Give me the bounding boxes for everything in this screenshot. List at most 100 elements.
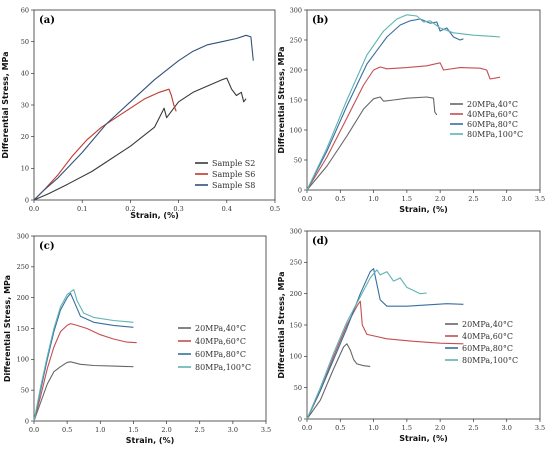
y-tick-label: 50: [294, 384, 302, 392]
y-tick-label: 20: [21, 133, 29, 141]
legend: Sample S2 Sample S6 Sample S8: [195, 159, 255, 190]
y-axis-label: Differential Stress, MPa: [277, 46, 286, 153]
x-tick-label: 1.0: [95, 426, 105, 434]
series-line-1: [33, 323, 137, 422]
x-tick-label: 1.0: [368, 195, 378, 203]
y-tick-label: 100: [290, 353, 302, 361]
x-tick-label: 1.5: [402, 195, 412, 203]
y-tick-label: 200: [290, 66, 302, 74]
x-axis-label: Strain, (%): [126, 436, 175, 445]
y-tick-label: 50: [21, 38, 29, 46]
x-tick-label: 0.5: [62, 426, 72, 434]
series-line-2: [306, 18, 464, 191]
legend-label-1: Sample S6: [212, 170, 255, 179]
x-tick-label: 3.5: [261, 426, 271, 434]
y-tick-label: 50: [21, 386, 29, 394]
legend-label-2: 60MPa,80°C: [462, 344, 513, 353]
panel-label: (b): [312, 15, 328, 26]
legend-label-2: 60MPa,80°C: [195, 350, 246, 359]
y-tick-label: 60: [21, 6, 29, 14]
chart-panel-3: 0.0 0.5 1.0 1.5 2.0 2.5 3.0 3.5 0 50 100 150 200 250 3…: [277, 227, 545, 443]
legend-label-0: 20MPa,40°C: [195, 324, 246, 333]
x-tick-label: 0.0: [302, 424, 312, 432]
y-tick-label: 10: [21, 165, 29, 173]
y-tick-label: 150: [290, 96, 302, 104]
y-tick-label: 150: [290, 321, 302, 329]
legend-label-1: 40MPa,60°C: [195, 337, 246, 346]
series-line-0: [33, 77, 247, 201]
legend: 20MPa,40°C40MPa,60°C60MPa,80°C80MPa,100°…: [450, 100, 523, 139]
x-tick-label: 0.0: [302, 195, 312, 203]
y-tick-label: 30: [21, 101, 29, 109]
y-tick-label: 100: [290, 126, 302, 134]
y-axis-label: Differential Stress, MPa: [3, 275, 12, 382]
x-tick-label: 0.1: [77, 205, 87, 213]
legend: 20MPa,40°C 40MPa,60°C 60MPa,80°C 80MPa,100°…: [178, 324, 251, 372]
legend-label-3: 80MPa,100°C: [195, 363, 251, 372]
x-tick-label: 0.4: [222, 205, 232, 213]
series-line-3: [306, 14, 501, 191]
series-line-1: [33, 88, 177, 201]
series-line-2: [306, 268, 464, 420]
legend-label-0: 20MPa,40°C: [462, 320, 513, 329]
series-line-2: [33, 292, 134, 422]
x-tick-label: 0.5: [270, 205, 280, 213]
legend-label-3: 80MPa,100°C: [467, 130, 523, 139]
x-tick-label: 2.5: [195, 426, 205, 434]
y-tick-label: 0: [298, 415, 302, 423]
series-line-0: [33, 361, 134, 422]
y-tick-label: 200: [17, 294, 29, 302]
x-tick-label: 1.5: [402, 424, 412, 432]
x-tick-label: 0.3: [173, 205, 183, 213]
y-tick-label: 0: [25, 196, 29, 204]
legend-label-1: 40MPa,60°C: [467, 110, 518, 119]
y-tick-label: 250: [290, 36, 302, 44]
x-tick-label: 0.0: [29, 426, 39, 434]
y-tick-label: 300: [17, 232, 29, 240]
chart-panel-0: 0.0 0.1 0.2 0.3 0.4 0.5 0 10 20 30 40 50 60 Strain, (…: [1, 6, 280, 220]
chart-panel-2: 0.0 0.5 1.0 1.5 2.0 2.5 3.0 3.5 0 50 100 150 200 250 3…: [3, 232, 271, 445]
series-line-1: [306, 62, 501, 191]
x-tick-label: 3.5: [535, 195, 545, 203]
panel-label: (c): [39, 241, 55, 252]
series-line-2: [33, 34, 254, 201]
x-tick-label: 2.5: [468, 195, 478, 203]
y-tick-label: 0: [298, 186, 302, 194]
y-tick-label: 100: [17, 356, 29, 364]
y-tick-label: 250: [290, 259, 302, 267]
legend-label-0: Sample S2: [212, 159, 255, 168]
x-tick-label: 2.0: [435, 195, 445, 203]
legend-label-2: Sample S8: [212, 181, 255, 190]
y-tick-label: 300: [290, 227, 302, 235]
y-tick-label: 50: [294, 156, 302, 164]
y-tick-label: 200: [290, 290, 302, 298]
panel-label: (d): [312, 236, 328, 247]
y-axis-label: Differential Stress, MPa: [1, 51, 10, 158]
x-tick-label: 0.5: [335, 424, 345, 432]
y-axis-label: Differential Stress, MPa: [277, 271, 286, 378]
x-tick-label: 2.0: [435, 424, 445, 432]
chart-panel-1: 0.0 0.5 1.0 1.5 2.0 2.5 3.0 3.5 0 50 100 150 200 250 3…: [277, 6, 545, 214]
y-tick-label: 300: [290, 6, 302, 14]
y-tick-label: 150: [17, 325, 29, 333]
x-tick-label: 0.5: [335, 195, 345, 203]
x-tick-label: 0.0: [29, 205, 39, 213]
series-line-0: [306, 343, 371, 420]
x-tick-label: 3.0: [502, 195, 512, 203]
x-axis-label: Strain, (%): [130, 211, 179, 220]
x-axis-label: Strain, (%): [399, 205, 448, 214]
x-tick-label: 1.5: [128, 426, 138, 434]
x-tick-label: 3.0: [502, 424, 512, 432]
legend: 20MPa,40°C40MPa,60°C60MPa,80°C80MPa,100°…: [445, 320, 518, 365]
y-tick-label: 40: [21, 70, 29, 78]
legend-label-0: 20MPa,40°C: [467, 100, 518, 109]
series-line-0: [306, 96, 438, 191]
x-tick-label: 2.0: [161, 426, 171, 434]
y-tick-label: 0: [25, 417, 29, 425]
x-tick-label: 0.2: [125, 205, 135, 213]
legend-label-3: 80MPa,100°C: [462, 356, 518, 365]
y-tick-label: 250: [17, 263, 29, 271]
x-tick-label: 3.0: [228, 426, 238, 434]
x-tick-label: 3.5: [535, 424, 545, 432]
